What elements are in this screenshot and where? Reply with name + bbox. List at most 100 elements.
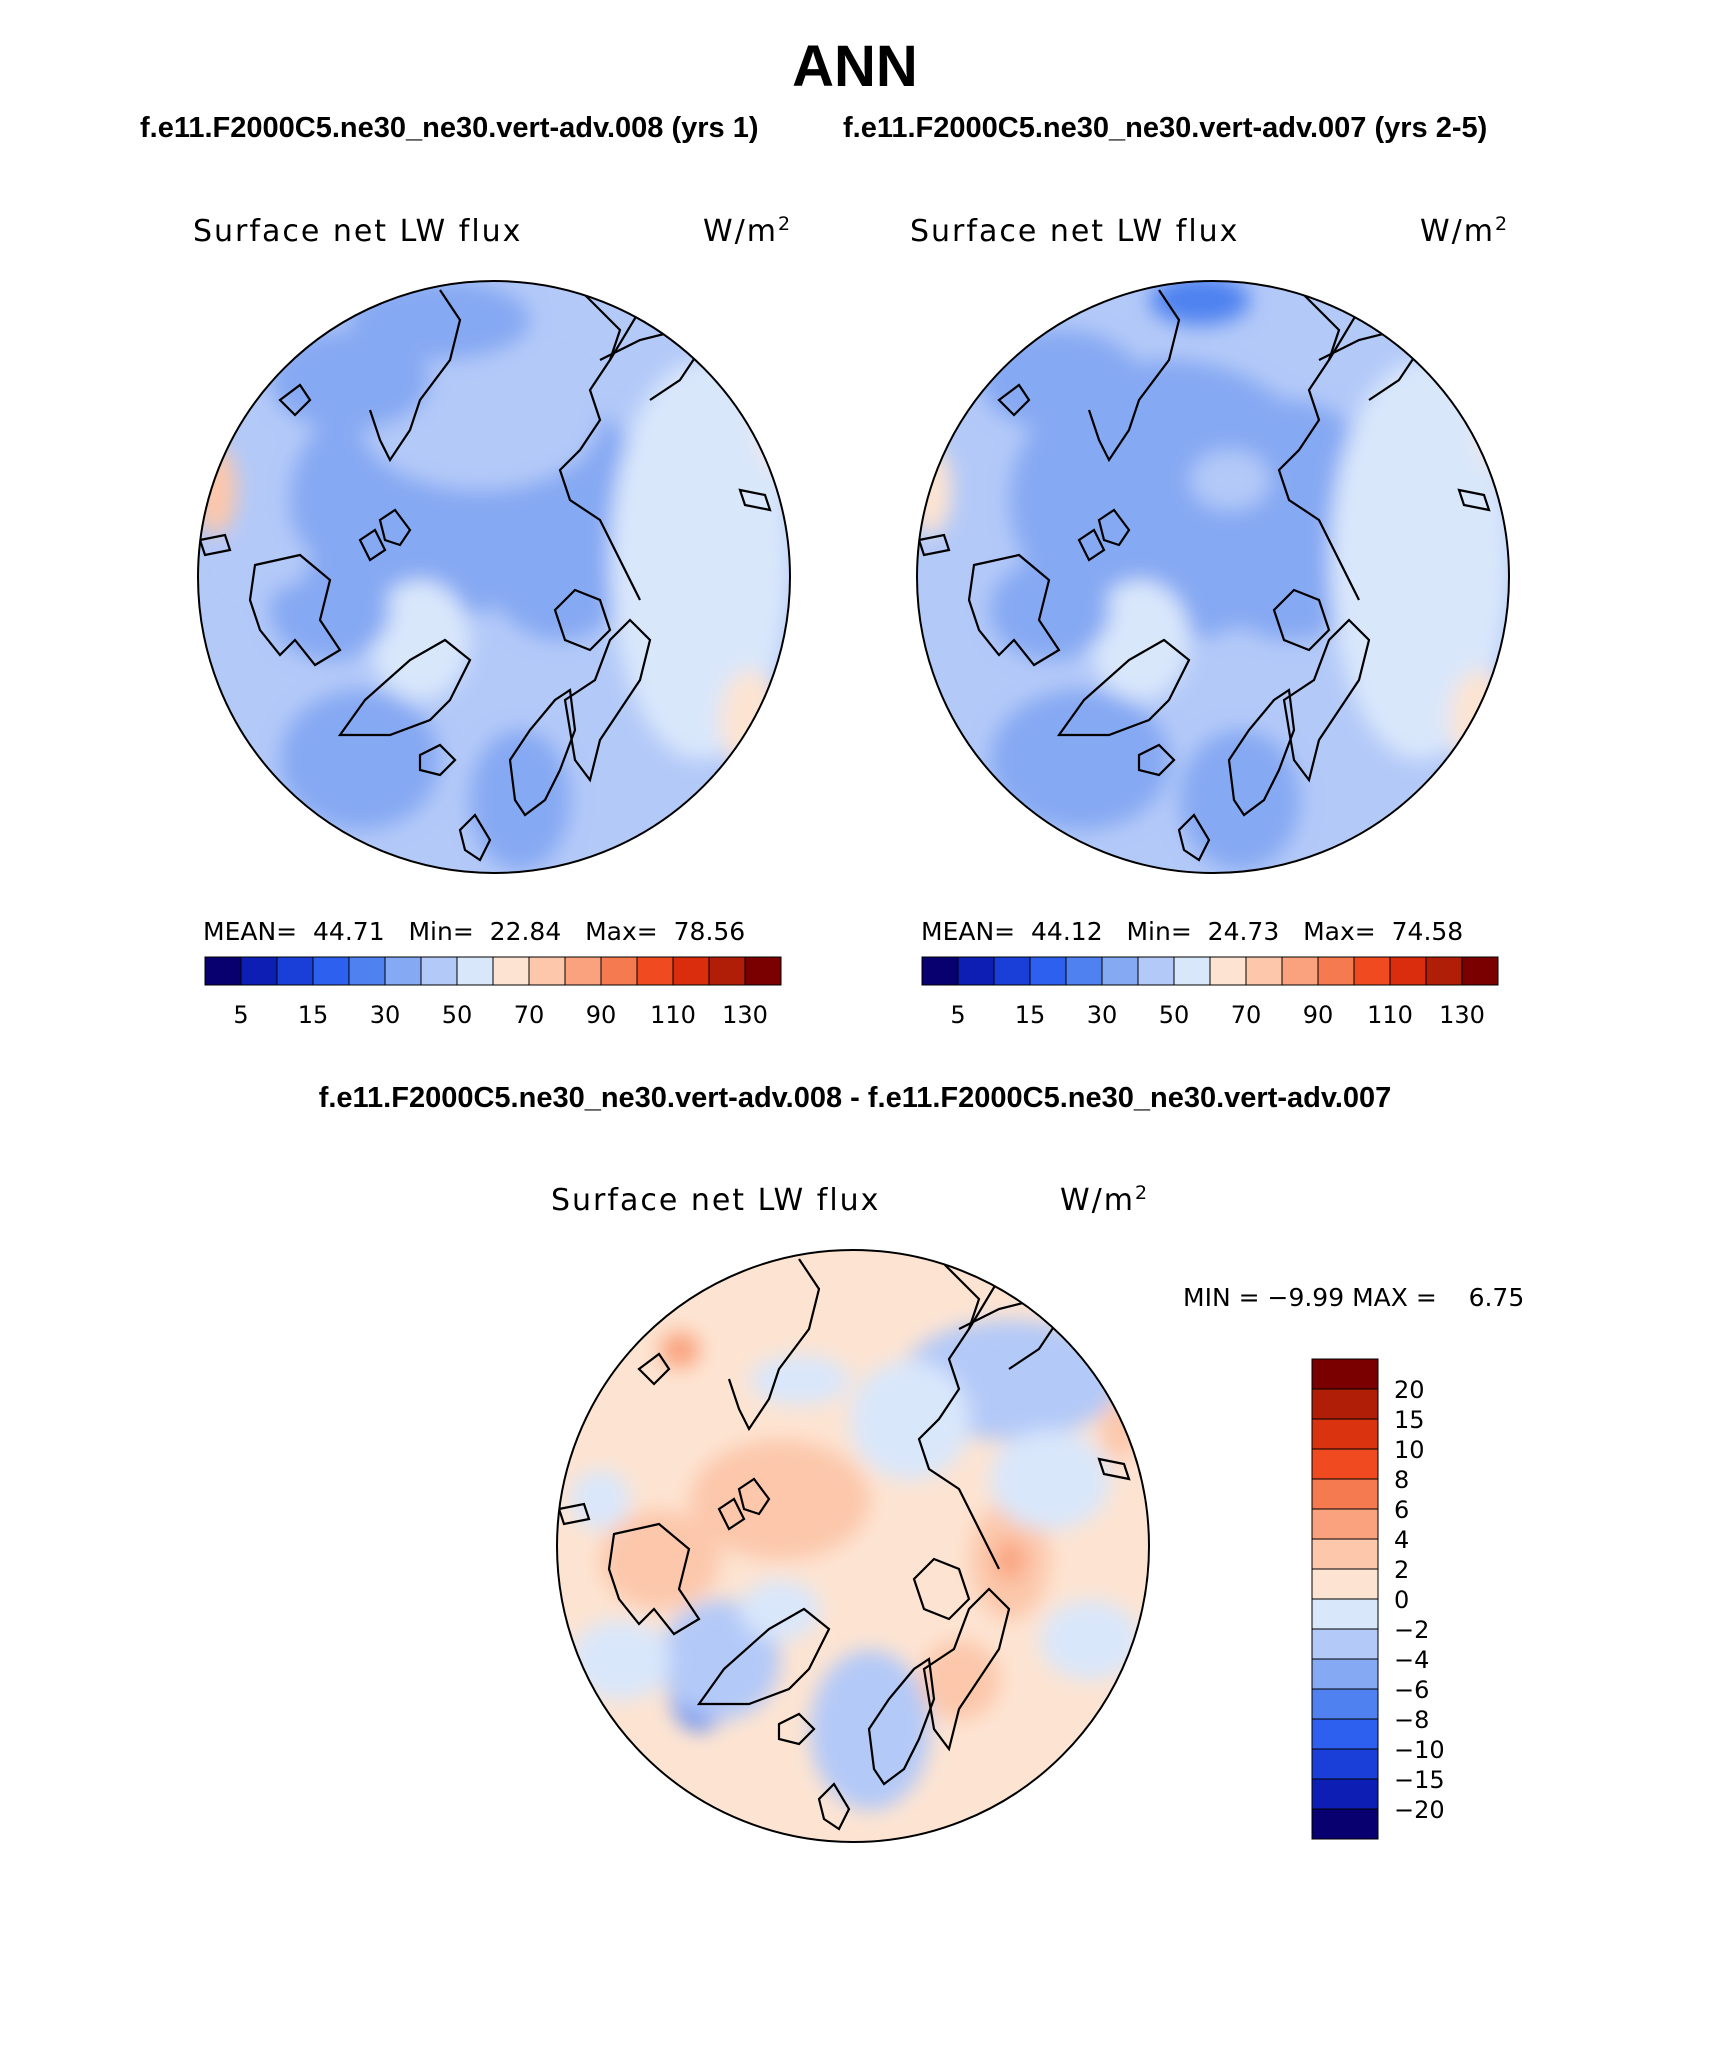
left-colorbar-box <box>564 956 602 986</box>
diff-colorbar-tick-label: −15 <box>1394 1766 1445 1794</box>
right-colorbar-box <box>921 956 959 986</box>
diff-variable-label: Surface net LW flux <box>551 1183 881 1218</box>
diff-max-label: MAX = <box>1352 1283 1437 1312</box>
diff-colorbar-tick-label: 10 <box>1394 1436 1425 1464</box>
right-colorbar-tick-label: 50 <box>1159 1001 1190 1029</box>
left-colorbar-box <box>636 956 674 986</box>
right-colorbar-box <box>993 956 1031 986</box>
diff-colorbar-tick-label: −4 <box>1394 1646 1429 1674</box>
right-colorbar-box <box>1353 956 1391 986</box>
left-colorbar-tick-label: 5 <box>233 1001 248 1029</box>
main-title: ANN <box>792 34 918 99</box>
diff-colorbar-box <box>1311 1568 1379 1600</box>
right-map-border <box>916 280 1510 874</box>
right-max-label: Max= <box>1303 917 1376 946</box>
left-colorbar-box <box>276 956 314 986</box>
left-colorbar: 5 15 30 50 70 90 110 130 <box>204 956 782 1029</box>
left-units-base: W/m <box>703 214 778 249</box>
right-units-label: W/m2 <box>1420 206 1509 250</box>
diff-min-label: MIN = <box>1183 1283 1260 1312</box>
left-colorbar-box <box>456 956 494 986</box>
left-colorbar-box <box>672 956 710 986</box>
right-colorbar-tick-label: 30 <box>1087 1001 1118 1029</box>
diff-units-base: W/m <box>1060 1183 1135 1218</box>
right-colorbar-box <box>1317 956 1355 986</box>
diff-colorbar-box <box>1311 1808 1379 1840</box>
right-colorbar-box <box>1029 956 1067 986</box>
diff-colorbar-tick-label: 6 <box>1394 1496 1409 1524</box>
left-colorbar-box <box>744 956 782 986</box>
right-colorbar-box <box>1137 956 1175 986</box>
diff-colorbar-box <box>1311 1598 1379 1630</box>
subtitle-left: f.e11.F2000C5.ne30_ne30.vert-adv.008 (yr… <box>140 112 759 144</box>
right-colorbar-tick-label: 90 <box>1303 1001 1334 1029</box>
diff-colorbar-tick-label: −8 <box>1394 1706 1429 1734</box>
diff-colorbar-box <box>1311 1748 1379 1780</box>
left-colorbar-tick-label: 70 <box>514 1001 545 1029</box>
diff-colorbar-tick-label: −6 <box>1394 1676 1429 1704</box>
right-colorbar-tick-label: 110 <box>1367 1001 1413 1029</box>
right-min-label: Min= <box>1126 917 1192 946</box>
diff-colorbar-box <box>1311 1688 1379 1720</box>
left-variable-label: Surface net LW flux <box>193 214 523 249</box>
left-colorbar-tick-label: 90 <box>586 1001 617 1029</box>
right-colorbar-box <box>1065 956 1103 986</box>
diff-min-value: −9.99 <box>1267 1283 1345 1312</box>
diff-colorbar-box <box>1311 1718 1379 1750</box>
diff-colorbar-box <box>1311 1508 1379 1540</box>
left-units-label: W/m2 <box>703 206 792 250</box>
right-polar-map <box>916 280 1510 874</box>
left-colorbar-box <box>528 956 566 986</box>
left-max-label: Max= <box>585 917 658 946</box>
left-colorbar-box <box>384 956 422 986</box>
left-colorbar-box <box>312 956 350 986</box>
right-mean-value: 44.12 <box>1031 917 1103 946</box>
left-colorbar-tick-label: 50 <box>442 1001 473 1029</box>
left-min-label: Min= <box>408 917 474 946</box>
right-colorbar-box <box>1245 956 1283 986</box>
left-colorbar-box <box>420 956 458 986</box>
diff-colorbar-box <box>1311 1538 1379 1570</box>
left-map-border <box>197 280 791 874</box>
right-colorbar-box <box>1389 956 1427 986</box>
diff-units-label: W/m2 <box>1060 1175 1149 1219</box>
diff-colorbar-box <box>1311 1778 1379 1810</box>
diff-colorbar-tick-label: 20 <box>1394 1376 1425 1404</box>
diff-colorbar-box <box>1311 1388 1379 1420</box>
diff-title: f.e11.F2000C5.ne30_ne30.vert-adv.008 - f… <box>318 1082 1392 1114</box>
diff-map-border <box>556 1249 1150 1843</box>
left-colorbar-tick-label: 30 <box>370 1001 401 1029</box>
right-colorbar-tick-label: 130 <box>1439 1001 1485 1029</box>
left-colorbar-box <box>492 956 530 986</box>
diff-max-value: 6.75 <box>1468 1283 1525 1312</box>
right-units-base: W/m <box>1420 214 1495 249</box>
diff-colorbar-tick-label: −2 <box>1394 1616 1429 1644</box>
diff-colorbar-tick-label: −10 <box>1394 1736 1445 1764</box>
left-polar-map <box>197 280 791 874</box>
right-colorbar: 5 15 30 50 70 90 110 130 <box>921 956 1499 1029</box>
left-colorbar-box <box>240 956 278 986</box>
right-colorbar-tick-label: 70 <box>1231 1001 1262 1029</box>
left-colorbar-box <box>600 956 638 986</box>
diff-colorbar-tick-label: 8 <box>1394 1466 1409 1494</box>
left-units-exp: 2 <box>778 213 793 235</box>
subtitle-right: f.e11.F2000C5.ne30_ne30.vert-adv.007 (yr… <box>843 112 1488 144</box>
diff-stats: MIN = −9.99 MAX = 6.75 <box>1183 1283 1524 1313</box>
diff-colorbar-tick-label: 0 <box>1394 1586 1409 1614</box>
diff-colorbar-tick-label: −20 <box>1394 1796 1445 1824</box>
left-max-value: 78.56 <box>673 917 746 946</box>
diff-colorbar-box <box>1311 1418 1379 1450</box>
diff-colorbar-tick-label: 15 <box>1394 1406 1425 1434</box>
right-colorbar-box <box>1461 956 1499 986</box>
left-stats: MEAN= 44.71 Min= 22.84 Max= 78.56 <box>203 917 745 947</box>
right-min-value: 24.73 <box>1207 917 1280 946</box>
left-min-value: 22.84 <box>489 917 562 946</box>
right-stats: MEAN= 44.12 Min= 24.73 Max= 74.58 <box>921 917 1463 947</box>
diff-polar-map <box>556 1249 1150 1843</box>
diff-colorbar-tick-label: 4 <box>1394 1526 1409 1554</box>
right-colorbar-box <box>957 956 995 986</box>
left-colorbar-tick-label: 110 <box>650 1001 696 1029</box>
left-colorbar-tick-label: 15 <box>298 1001 329 1029</box>
